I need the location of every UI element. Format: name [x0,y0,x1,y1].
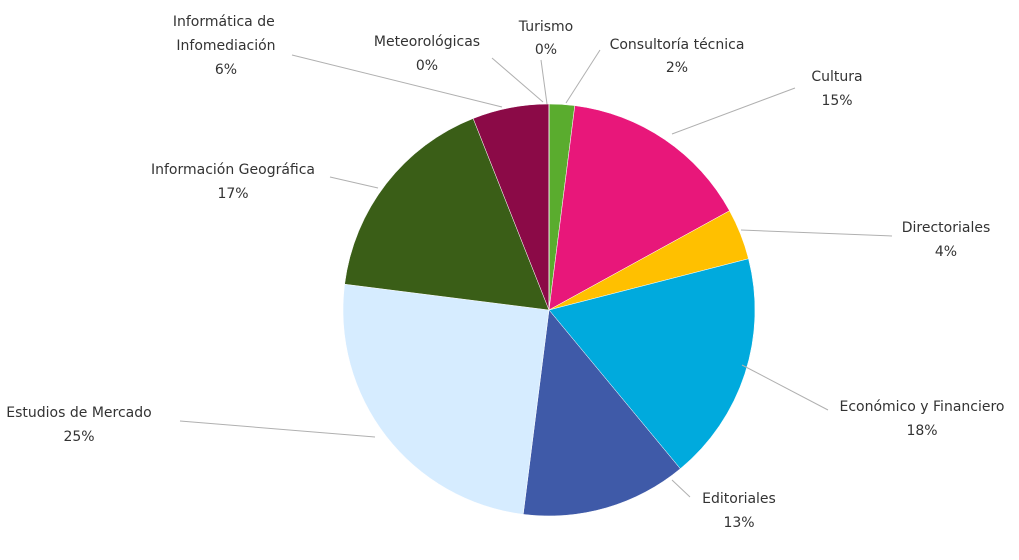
slice-label: Meteorológicas [374,34,480,50]
leader-line [565,49,601,104]
slice-label: Informática de Infomediación [173,14,279,54]
pie-slice [548,258,756,470]
slice-value-label: 18% [906,423,937,439]
slice-value-label: 6% [215,62,237,78]
slice-label: Estudios de Mercado [6,405,151,421]
slice-value-label: 15% [821,93,852,109]
leader-line [179,420,376,438]
slice-label: Consultoría técnica [610,37,745,53]
slice-label: Turismo [518,19,573,35]
leader-line [291,54,503,108]
slice-value-label: 2% [666,60,688,76]
slice-label: Directoriales [902,220,991,236]
leader-line [740,229,893,237]
label-line: Informática de [173,14,279,30]
slice-value-label: 4% [935,244,957,260]
slice-label: Información Geográfica [151,162,315,178]
slice-value-label: 0% [535,42,557,58]
pie-slice [342,283,550,515]
leader-line [540,59,548,105]
slice-value-label: 25% [63,429,94,445]
leader-line [741,364,829,411]
slice-value-label: 13% [723,515,754,531]
slice-label: Económico y Financiero [840,399,1005,415]
leader-line [671,479,691,498]
slice-value-label: 17% [217,186,248,202]
pie-slice [522,309,681,517]
label-line: Infomediación [176,38,275,54]
slice-label: Cultura [811,69,862,85]
pie-slice [548,105,730,311]
leader-line [491,57,544,103]
slice-value-label: 0% [416,58,438,74]
leader-line [671,87,796,135]
slice-label: Editoriales [702,491,776,507]
pie-slice [344,118,550,311]
leader-line [329,176,379,189]
